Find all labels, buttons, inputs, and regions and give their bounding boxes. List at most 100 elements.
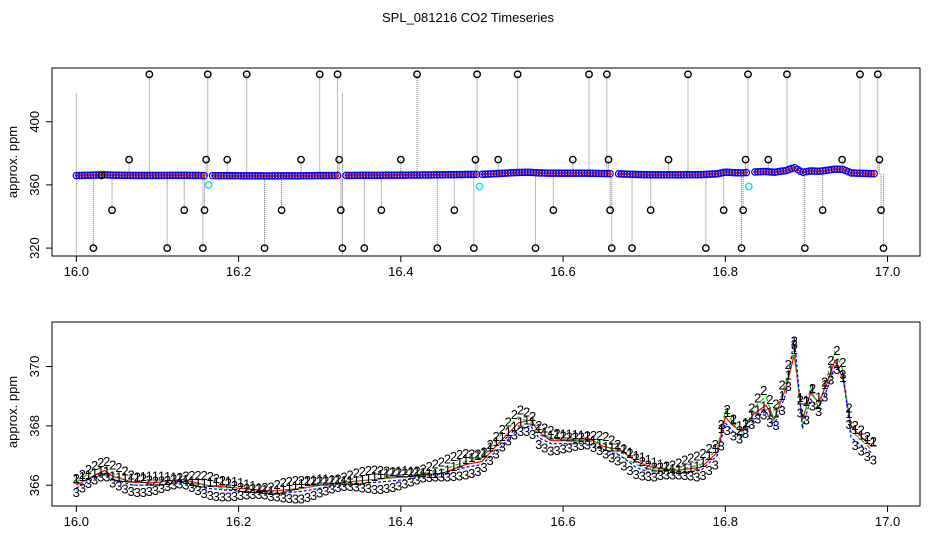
co2-smoothed-point-label: 2 [109, 457, 116, 472]
co2-smoothed-point-label: 2 [340, 470, 347, 485]
co2-smoothed-point-label: 2 [419, 462, 426, 477]
co2-smoothed-point-label: 1 [572, 427, 579, 442]
co2-smoothed-point-label: 1 [699, 455, 706, 470]
raw-co2-x-tick-label: 16.8 [713, 264, 738, 279]
co2-smoothed-point-label: 3 [79, 481, 86, 496]
co2-smoothed-point-label: 2 [687, 450, 694, 465]
co2-smoothed-point-label: 3 [705, 463, 712, 478]
co2-smoothed-point-label: 3 [821, 389, 828, 404]
co2-smoothed-point-label: 2 [194, 468, 201, 483]
co2-smoothed-point-label: 1 [474, 448, 481, 463]
co2-smoothed-x-tick-label: 16.4 [388, 514, 413, 529]
co2-smoothed-point-label: 1 [547, 428, 554, 443]
raw-co2-outlier-point [856, 70, 864, 79]
co2-smoothed-point-label: 1 [79, 469, 86, 484]
co2-smoothed-point-label: 2 [559, 429, 566, 444]
raw-co2-x-tick-label: 16.0 [64, 264, 89, 279]
co2-smoothed-point-label: 3 [127, 484, 134, 499]
co2-smoothed-point-label: 2 [322, 473, 329, 488]
co2-smoothed-point-label: 1 [772, 406, 779, 421]
co2-smoothed-point-label: 2 [511, 407, 518, 422]
co2-smoothed-point-label: 2 [785, 357, 792, 372]
co2-smoothed-point-label: 3 [328, 482, 335, 497]
co2-smoothed-point-labels: 1111111111111111111111111111111111111111… [73, 334, 877, 507]
co2-smoothed-point-label: 3 [225, 490, 232, 505]
raw-co2-outlier-point [202, 155, 211, 164]
co2-smoothed-point-label: 1 [97, 464, 104, 479]
co2-smoothed-point-label: 1 [91, 465, 98, 480]
co2-smoothed-point-label: 1 [851, 422, 858, 437]
co2-smoothed-point-label: 2 [730, 412, 737, 427]
co2-smoothed-point-label: 3 [444, 470, 451, 485]
co2-smoothed-point-label: 3 [803, 413, 810, 428]
raw-co2-flagged-points [204, 181, 753, 191]
co2-smoothed-point-label: 1 [626, 444, 633, 459]
co2-smoothed-y-axis-label: approx. ppm [5, 376, 20, 448]
co2-smoothed-point-label: 2 [231, 478, 238, 493]
co2-smoothed-point-label: 3 [742, 426, 749, 441]
raw-co2-droplines [75, 74, 884, 255]
co2-smoothed-point-label: 1 [657, 457, 664, 472]
raw-co2-outlier-point [145, 70, 154, 79]
co2-smoothed-point-label: 3 [432, 470, 439, 485]
co2-smoothed-series-1-line [76, 354, 872, 492]
co2-smoothed-point-label: 3 [620, 458, 627, 473]
co2-smoothed-point-label: 1 [286, 480, 293, 495]
co2-smoothed-point-label: 1 [669, 461, 676, 476]
co2-smoothed-point-label: 2 [304, 473, 311, 488]
co2-smoothed-point-label: 3 [134, 485, 141, 500]
co2-smoothed-point-label: 3 [200, 486, 207, 501]
co2-smoothed-point-label: 1 [639, 450, 646, 465]
raw-co2-outlier-point [413, 70, 421, 79]
co2-smoothed-point-label: 1 [815, 389, 822, 404]
co2-smoothed-point-label: 1 [176, 470, 183, 485]
co2-smoothed-point-label: 2 [778, 377, 785, 392]
co2-smoothed-point-label: 2 [346, 468, 353, 483]
co2-smoothed-point-label: 2 [858, 423, 865, 438]
co2-smoothed-point-label: 2 [389, 464, 396, 479]
co2-smoothed-point-label: 1 [261, 482, 268, 497]
co2-smoothed-point-label: 2 [127, 467, 134, 482]
co2-smoothed-point-label: 2 [712, 437, 719, 452]
co2-smoothed-point-label: 1 [456, 456, 463, 471]
co2-smoothed-x-axis: 16.0 16.2 16.4 16.6 16.8 17.0 [64, 506, 900, 529]
co2-smoothed-point-label: 3 [419, 471, 426, 486]
co2-smoothed-point-label: 3 [693, 469, 700, 484]
co2-smoothed-point-label: 2 [286, 474, 293, 489]
co2-smoothed-point-label: 3 [651, 469, 658, 484]
co2-smoothed-point-label: 3 [565, 440, 572, 455]
co2-smoothed-point-label: 1 [535, 421, 542, 436]
co2-smoothed-point-label: 2 [438, 454, 445, 469]
co2-smoothed-point-label: 2 [158, 474, 165, 489]
co2-smoothed-point-label: 2 [219, 473, 226, 488]
co2-smoothed-point-label: 3 [243, 488, 250, 503]
co2-smoothed-point-label: 2 [200, 468, 207, 483]
raw-co2-y-tick-label: 320 [27, 237, 42, 259]
co2-smoothed-point-label: 3 [438, 470, 445, 485]
co2-smoothed-point-label: 1 [712, 441, 719, 456]
co2-smoothed-point-label: 1 [225, 474, 232, 489]
co2-smoothed-point-label: 1 [541, 424, 548, 439]
co2-smoothed-point-label: 1 [298, 476, 305, 491]
co2-smoothed-point-label: 1 [468, 450, 475, 465]
raw-co2-outlier-point [203, 70, 212, 79]
co2-smoothed-point-label: 2 [188, 468, 195, 483]
co2-smoothed-point-label: 3 [450, 469, 457, 484]
co2-smoothed-point-label: 2 [584, 428, 591, 443]
co2-smoothed-point-label: 1 [724, 405, 731, 420]
co2-smoothed-point-label: 2 [334, 471, 341, 486]
raw-co2-y-tick-label: 400 [27, 111, 42, 133]
co2-smoothed-point-label: 2 [505, 415, 512, 430]
co2-smoothed-point-label: 1 [681, 461, 688, 476]
co2-smoothed-point-label: 2 [140, 471, 147, 486]
co2-smoothed-point-label: 3 [194, 483, 201, 498]
co2-smoothed-point-label: 3 [724, 423, 731, 438]
raw-co2-outlier-point [198, 244, 207, 253]
co2-smoothed-point-label: 2 [718, 417, 725, 432]
co2-smoothed-point-label: 3 [736, 432, 743, 447]
co2-smoothed-point-label: 3 [791, 337, 798, 352]
co2-smoothed-point-label: 1 [140, 469, 147, 484]
raw-co2-outlier-point [377, 206, 386, 215]
co2-smoothed-point-label: 1 [870, 435, 877, 450]
co2-smoothed-point-label: 1 [280, 481, 287, 496]
